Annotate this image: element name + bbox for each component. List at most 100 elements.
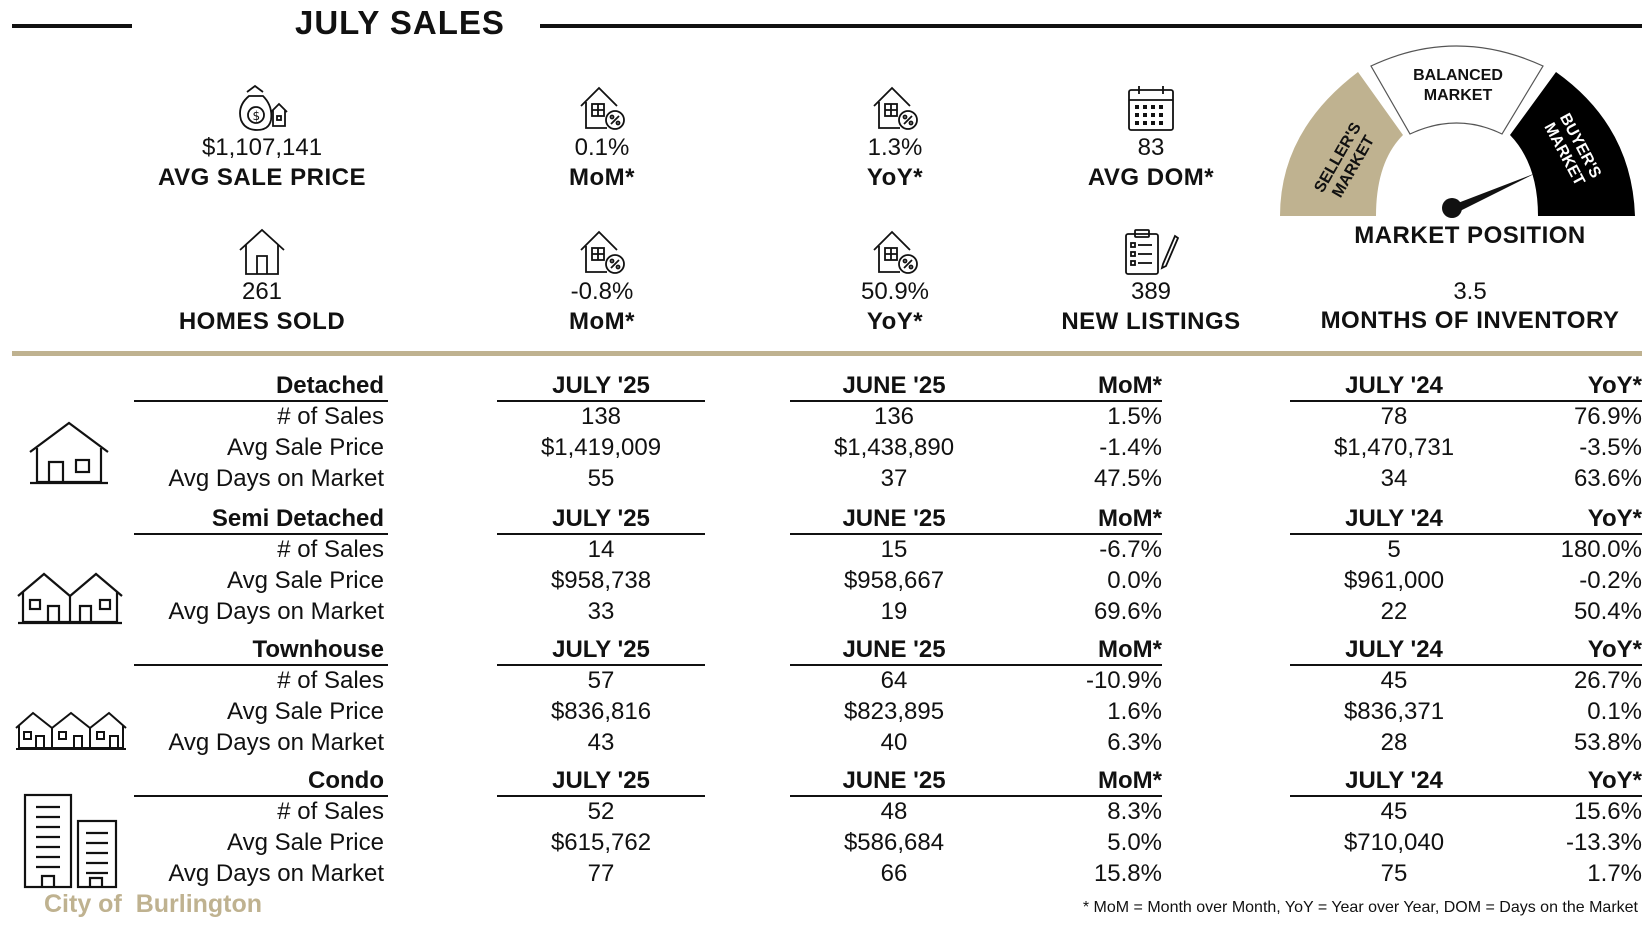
table-cell: -10.9% <box>1085 667 1162 694</box>
stat-value: 389 <box>1130 278 1172 305</box>
months-of-inventory-value: 3.5 <box>1453 278 1487 305</box>
stat-value: 261 <box>241 278 283 305</box>
stat-value: 0.1% <box>574 134 630 161</box>
table-cell: $615,762 <box>550 829 652 856</box>
column-header: JULY '24 <box>1345 505 1443 532</box>
stat-yoy-sales: 50.9% YoY* <box>755 224 1035 336</box>
table-cell: -6.7% <box>1099 536 1162 563</box>
table-cell: $586,684 <box>843 829 945 856</box>
row-label: # of Sales <box>277 798 384 825</box>
table-cell: $1,470,731 <box>1333 434 1455 461</box>
column-header: JUNE '25 <box>842 636 946 663</box>
gauge-balanced-label-1: BALANCED <box>1413 67 1503 84</box>
column-rule <box>790 400 1162 402</box>
table-cell: 50.4% <box>1573 598 1642 625</box>
table-cell: 136 <box>873 403 915 430</box>
row-label: # of Sales <box>277 667 384 694</box>
column-header: JULY '25 <box>552 372 650 399</box>
condo-building-icon <box>23 793 118 889</box>
column-header: YoY* <box>1587 372 1642 399</box>
row-label: # of Sales <box>277 403 384 430</box>
column-rule <box>1290 664 1642 666</box>
table-cell: 45 <box>1380 798 1408 825</box>
stat-label: YoY* <box>866 308 924 335</box>
table-cell: 78 <box>1380 403 1408 430</box>
column-header: MoM* <box>1098 505 1162 532</box>
row-label: Avg Sale Price <box>227 567 384 594</box>
column-rule <box>1290 795 1642 797</box>
section-title: Condo <box>308 767 384 794</box>
page-title: JULY SALES <box>295 4 505 41</box>
table-cell: $710,040 <box>1343 829 1445 856</box>
svg-text:$: $ <box>253 109 261 123</box>
column-header: JUNE '25 <box>842 372 946 399</box>
table-cell: -1.4% <box>1099 434 1162 461</box>
table-cell: 180.0% <box>1560 536 1642 563</box>
calendar-icon <box>1011 80 1291 132</box>
table-cell: 15 <box>880 536 908 563</box>
gauge-balanced-label-2: MARKET <box>1424 87 1493 104</box>
table-cell: $1,419,009 <box>540 434 662 461</box>
stat-yoy-price: 1.3% YoY* <box>755 80 1035 192</box>
table-cell: 15.8% <box>1093 860 1162 887</box>
row-label: Avg Days on Market <box>168 598 384 625</box>
money-bag-house-icon: $ <box>122 80 402 132</box>
table-cell: $958,667 <box>843 567 945 594</box>
table-cell: $961,000 <box>1343 567 1445 594</box>
section-divider <box>12 351 1642 356</box>
stat-new-listings: 389 NEW LISTINGS <box>1011 224 1291 336</box>
table-cell: 37 <box>880 465 908 492</box>
gauge-seller-segment <box>1280 72 1403 216</box>
column-header: JULY '24 <box>1345 767 1443 794</box>
gauge-balanced-segment <box>1370 45 1544 135</box>
table-cell: 6.3% <box>1107 729 1162 756</box>
section-title: Semi Detached <box>211 505 384 532</box>
table-cell: 76.9% <box>1573 403 1642 430</box>
column-header: MoM* <box>1098 372 1162 399</box>
section-rule <box>134 664 388 666</box>
stat-value: -0.8% <box>570 278 634 305</box>
table-cell: 63.6% <box>1573 465 1642 492</box>
table-cell: 1.5% <box>1107 403 1162 430</box>
column-header: YoY* <box>1587 505 1642 532</box>
column-header: JUNE '25 <box>842 767 946 794</box>
column-rule <box>790 664 1162 666</box>
column-rule <box>790 533 1162 535</box>
table-cell: 138 <box>580 403 622 430</box>
house-percent-icon <box>755 80 1035 132</box>
stat-mom-sales: -0.8% MoM* <box>462 224 742 336</box>
table-cell: $823,895 <box>843 698 945 725</box>
stat-label: AVG SALE PRICE <box>158 164 366 191</box>
table-cell: 34 <box>1380 465 1408 492</box>
table-cell: 1.7% <box>1587 860 1642 887</box>
house-percent-icon <box>462 224 742 276</box>
market-gauge: SELLER'SMARKET BALANCED MARKET BUYER'SMA… <box>1280 45 1635 218</box>
table-cell: $836,816 <box>550 698 652 725</box>
stat-label: YoY* <box>866 164 924 191</box>
stat-mom-price: 0.1% MoM* <box>462 80 742 192</box>
detached-house-icon <box>29 421 109 485</box>
table-cell: 55 <box>587 465 615 492</box>
column-header: MoM* <box>1098 767 1162 794</box>
table-cell: 57 <box>587 667 615 694</box>
market-position-label: MARKET POSITION <box>1354 222 1586 249</box>
city-label: Burlington <box>135 890 263 918</box>
section-rule <box>134 533 388 535</box>
section-rule <box>134 400 388 402</box>
stat-label: NEW LISTINGS <box>1061 308 1241 335</box>
stat-avg-sale-price: $ $1,107,141 AVG SALE PRICE <box>122 80 402 192</box>
column-header: YoY* <box>1587 636 1642 663</box>
stat-label: AVG DOM* <box>1087 164 1215 191</box>
table-cell: 5 <box>1387 536 1401 563</box>
city-name: City of Burlington <box>44 890 262 919</box>
stat-value: $1,107,141 <box>201 134 323 161</box>
table-cell: 52 <box>587 798 615 825</box>
house-percent-icon <box>462 80 742 132</box>
stat-label: MoM* <box>569 164 635 191</box>
stat-value: 1.3% <box>867 134 923 161</box>
table-cell: 33 <box>587 598 615 625</box>
header-rule-left <box>12 24 132 28</box>
table-cell: 14 <box>587 536 615 563</box>
section-rule <box>134 795 388 797</box>
table-cell: 69.6% <box>1093 598 1162 625</box>
